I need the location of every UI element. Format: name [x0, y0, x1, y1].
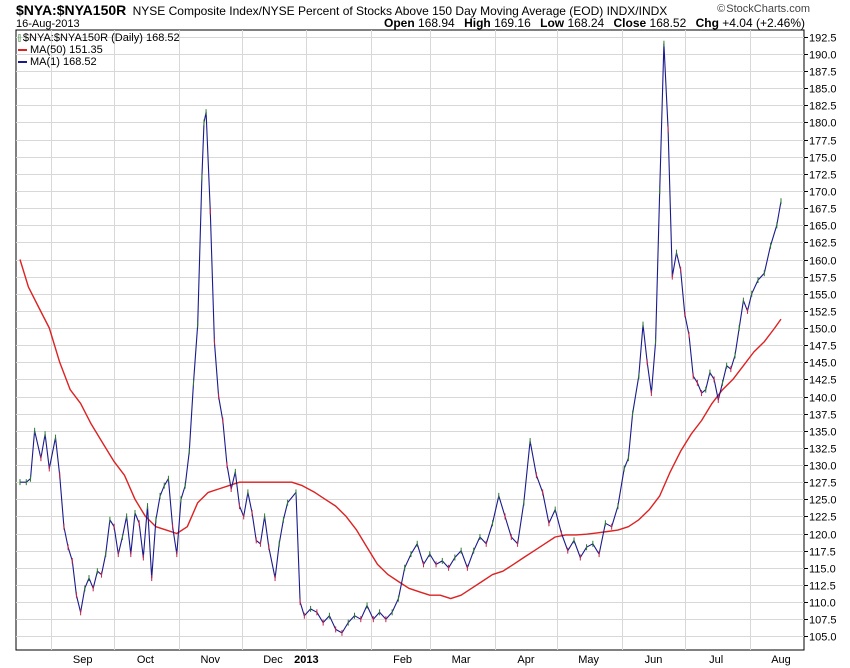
ohlc-open-value: 168.94: [418, 16, 455, 30]
y-tick-label: 130.0: [809, 461, 837, 473]
x-tick-label: Jul: [709, 654, 723, 666]
y-tick-label: 187.5: [809, 67, 837, 79]
y-tick-label: 107.5: [809, 615, 837, 627]
y-tick-label: 127.5: [809, 478, 837, 490]
x-tick-label: Oct: [137, 654, 154, 666]
y-tick-label: 150.0: [809, 324, 837, 336]
ohlc-high-value: 169.16: [494, 16, 531, 30]
y-tick-label: 147.5: [809, 341, 837, 353]
legend-label-ratio: $NYA:$NYA150R (Daily) 168.52: [22, 32, 180, 44]
chart-date: 16-Aug-2013: [16, 18, 80, 30]
x-tick-label: Mar: [452, 654, 471, 666]
y-tick-label: 182.5: [809, 101, 837, 113]
ohlc-close-label: Close: [613, 16, 647, 30]
y-tick-label: 157.5: [809, 273, 837, 285]
x-tick-label: Nov: [200, 654, 220, 666]
y-tick-label: 180.0: [809, 118, 837, 130]
ohlc-open-label: Open: [384, 16, 415, 30]
ohlc-bars-icon: ⫿: [18, 33, 21, 43]
y-tick-label: 167.5: [809, 204, 837, 216]
y-tick-label: 177.5: [809, 136, 837, 148]
y-tick-label: 160.0: [809, 256, 837, 268]
y-tick-label: 120.0: [809, 530, 837, 542]
y-tick-label: 172.5: [809, 170, 837, 182]
y-tick-label: 117.5: [809, 547, 836, 559]
y-tick-label: 175.0: [809, 153, 837, 165]
symbol-title: $NYA:$NYA150R: [16, 2, 127, 18]
legend-label-ma50: MA(50) 151.35: [30, 44, 103, 56]
x-tick-label: Jun: [645, 654, 663, 666]
y-tick-label: 135.0: [809, 427, 837, 439]
y-tick-label: 155.0: [809, 290, 837, 302]
y-tick-label: 125.0: [809, 495, 837, 507]
x-tick-label: Feb: [393, 654, 412, 666]
y-tick-label: 115.0: [809, 564, 836, 576]
ohlc-chg-value: +4.04 (+2.46%): [722, 16, 805, 30]
y-tick-label: 142.5: [809, 375, 837, 387]
y-tick-label: 152.5: [809, 307, 837, 319]
x-tick-label: Apr: [517, 654, 534, 666]
legend-item-ma1: MA(1) 168.52: [18, 56, 180, 68]
y-tick-label: 185.0: [809, 84, 837, 96]
y-tick-label: 162.5: [809, 238, 837, 250]
y-tick-label: 137.5: [809, 410, 837, 422]
legend-item-ma50: MA(50) 151.35: [18, 44, 180, 56]
x-tick-label: 2013: [294, 654, 318, 666]
ohlc-chg-label: Chg: [695, 16, 719, 30]
x-tick-label: Aug: [771, 654, 791, 666]
source-credit[interactable]: ©StockCharts.com: [717, 3, 810, 15]
y-tick-label: 190.0: [809, 50, 837, 62]
y-tick-label: 145.0: [809, 358, 837, 370]
ohlc-low-label: Low: [540, 16, 565, 30]
legend-swatch-ma50: [18, 49, 27, 51]
y-tick-label: 140.0: [809, 393, 837, 405]
title-line: $NYA:$NYA150R NYSE Composite Index/NYSE …: [16, 2, 667, 18]
ohlc-close-value: 168.52: [649, 16, 687, 30]
legend-item-ratio: ⫿ $NYA:$NYA150R (Daily) 168.52: [18, 32, 180, 44]
chart-subtitle: NYSE Composite Index/NYSE Percent of Sto…: [132, 4, 668, 18]
ma50-line: [19, 259, 782, 600]
chart-header: $NYA:$NYA150R NYSE Composite Index/NYSE …: [0, 0, 850, 30]
legend-label-ma1: MA(1) 168.52: [30, 56, 97, 68]
ohlc-low-value: 168.24: [567, 16, 605, 30]
y-tick-label: 170.0: [809, 187, 837, 199]
y-tick-label: 110.0: [809, 598, 836, 610]
chart-legend: ⫿ $NYA:$NYA150R (Daily) 168.52 MA(50) 15…: [18, 32, 180, 68]
x-tick-label: Sep: [73, 654, 93, 666]
y-tick-label: 165.0: [809, 221, 837, 233]
ohlc-high-label: High: [464, 16, 491, 30]
x-tick-label: May: [578, 654, 599, 666]
credit-text: StockCharts.com: [726, 3, 810, 15]
x-tick-label: Dec: [263, 654, 283, 666]
y-tick-label: 112.5: [809, 581, 836, 593]
plot-area: [15, 29, 805, 651]
copyright-icon: ©: [717, 3, 726, 15]
y-tick-label: 192.5: [809, 33, 837, 45]
y-tick-label: 132.5: [809, 444, 837, 456]
y-tick-label: 122.5: [809, 512, 837, 524]
ohlc-summary: Open 168.94 High 169.16 Low 168.24 Close…: [378, 16, 805, 30]
y-tick-label: 105.0: [809, 632, 837, 644]
legend-swatch-ma1: [18, 61, 27, 63]
